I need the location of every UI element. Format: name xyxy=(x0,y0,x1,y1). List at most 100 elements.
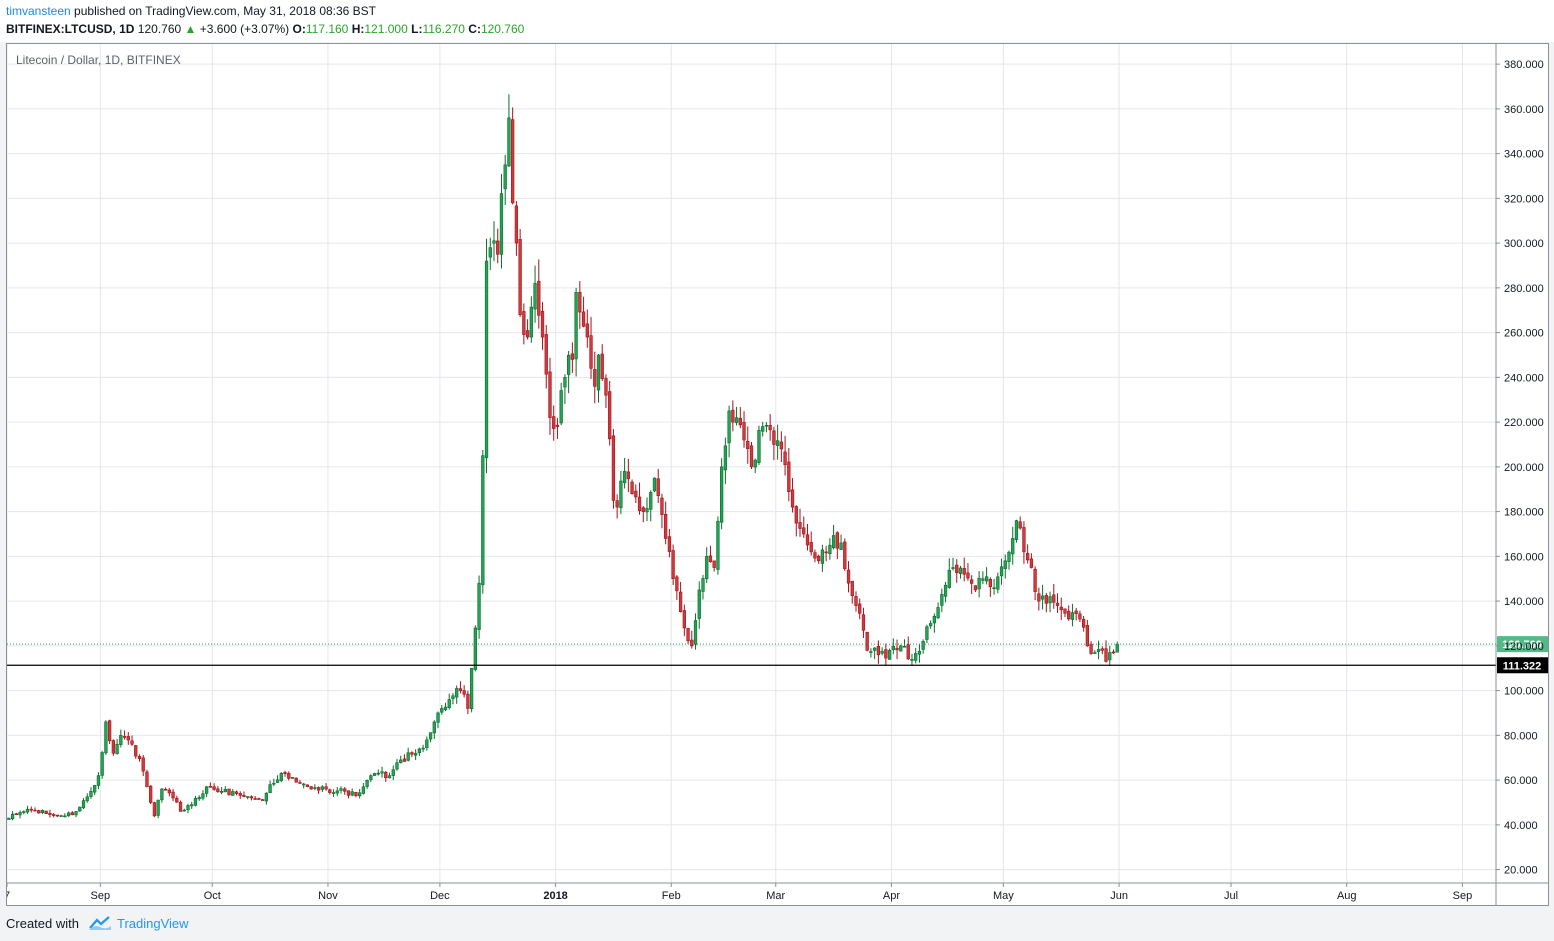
candle-body xyxy=(574,292,578,360)
candle-body xyxy=(671,550,675,580)
candle-body xyxy=(279,773,283,781)
candle-body xyxy=(746,440,750,450)
candle-body xyxy=(507,117,511,167)
candle-body xyxy=(447,699,451,708)
candle-body xyxy=(1111,651,1116,654)
candle-down xyxy=(835,531,839,560)
candle-body xyxy=(682,610,686,629)
candle-body xyxy=(1070,612,1075,620)
candle-down xyxy=(667,528,672,558)
candle-body xyxy=(40,810,45,814)
candle-down xyxy=(746,426,750,464)
candle-body xyxy=(753,459,757,468)
x-tick-label: Apr xyxy=(883,890,900,902)
tradingview-logo-icon[interactable] xyxy=(88,915,112,931)
candle-body xyxy=(33,809,37,812)
candle-body xyxy=(1089,643,1093,654)
candle-body xyxy=(910,658,914,661)
candle-body xyxy=(290,777,295,779)
candle-up xyxy=(1096,640,1101,660)
candle-body xyxy=(761,426,765,432)
candle-down xyxy=(33,807,37,812)
candle-down xyxy=(1033,566,1037,601)
candle-down xyxy=(593,351,597,404)
candle-down xyxy=(462,685,466,698)
candle-body xyxy=(1018,521,1022,529)
candle-down xyxy=(895,639,899,660)
y-tick-label: 80.000 xyxy=(1504,730,1538,742)
candle-down xyxy=(861,607,866,638)
candle-body xyxy=(880,650,884,654)
candle-body xyxy=(458,688,463,691)
candle-body xyxy=(328,789,332,793)
candle-body xyxy=(354,791,358,797)
last-price: 120.760 xyxy=(137,22,182,36)
candle-body xyxy=(126,736,130,741)
candle-down xyxy=(742,411,746,448)
candle-body xyxy=(425,739,429,749)
candle-up xyxy=(223,786,227,793)
candle-down xyxy=(1018,516,1022,530)
candle-body xyxy=(74,811,78,816)
candle-down xyxy=(522,303,526,345)
candle-body xyxy=(738,417,742,426)
candle-down xyxy=(790,478,795,513)
candlestick-chart[interactable]: 111.322 120.760 20.000 40.000 60.000 80.000 1… xyxy=(7,44,1548,905)
candle-body xyxy=(484,260,489,459)
candle-body xyxy=(339,788,343,791)
candle-down xyxy=(518,228,522,317)
tradingview-link[interactable]: TradingView xyxy=(117,916,189,931)
y-tick-label: 220.000 xyxy=(1504,417,1544,429)
candle-up xyxy=(25,805,30,814)
candle-body xyxy=(846,569,851,584)
candle-down xyxy=(578,281,582,329)
candle-down xyxy=(163,787,168,791)
candle-down xyxy=(630,479,634,495)
candle-body xyxy=(839,542,843,550)
candle-body xyxy=(943,584,948,597)
candle-down xyxy=(779,431,783,462)
candle-body xyxy=(1096,649,1101,652)
candle-body xyxy=(70,812,74,816)
chart-panel[interactable]: 111.322 120.760 20.000 40.000 60.000 80.000 1… xyxy=(6,43,1549,906)
candle-up xyxy=(507,94,511,168)
candle-body xyxy=(988,578,992,588)
candle-down xyxy=(1037,587,1041,611)
y-tick-label: 300.000 xyxy=(1504,238,1544,250)
candle-down xyxy=(208,782,213,788)
candle-body xyxy=(727,410,731,444)
x-tick-label: 7 xyxy=(7,890,10,902)
candle-body xyxy=(496,240,500,255)
candle-up xyxy=(947,558,951,589)
candle-body xyxy=(313,787,317,789)
candle-up xyxy=(85,793,89,803)
author-link[interactable]: timvansteen xyxy=(6,4,71,18)
candle-body xyxy=(350,791,354,796)
candle-body xyxy=(664,513,668,539)
symbol-label: BITFINEX:LTCUSD, 1D xyxy=(6,22,135,36)
candle-body xyxy=(1063,608,1067,614)
candle-up xyxy=(488,237,492,271)
candle-down xyxy=(555,418,560,439)
candle-down xyxy=(973,585,978,593)
candle-body xyxy=(637,496,642,511)
candle-up xyxy=(775,424,780,460)
close-label: C: xyxy=(468,22,481,36)
candle-up xyxy=(996,572,1000,594)
candle-down xyxy=(865,631,869,652)
candle-up xyxy=(455,685,459,704)
candle-body xyxy=(790,489,795,508)
candle-body xyxy=(503,164,507,190)
candle-up xyxy=(81,798,86,809)
candle-body xyxy=(611,435,616,501)
footer: Created with TradingView xyxy=(0,906,1554,941)
candle-up xyxy=(290,777,295,779)
candle-body xyxy=(406,752,410,761)
candle-body xyxy=(436,712,440,723)
candle-body xyxy=(775,440,780,446)
grid xyxy=(7,44,1496,883)
open-label: O: xyxy=(292,22,306,36)
candle-down xyxy=(552,405,556,441)
candle-body xyxy=(828,544,832,555)
candle-up xyxy=(928,620,933,629)
